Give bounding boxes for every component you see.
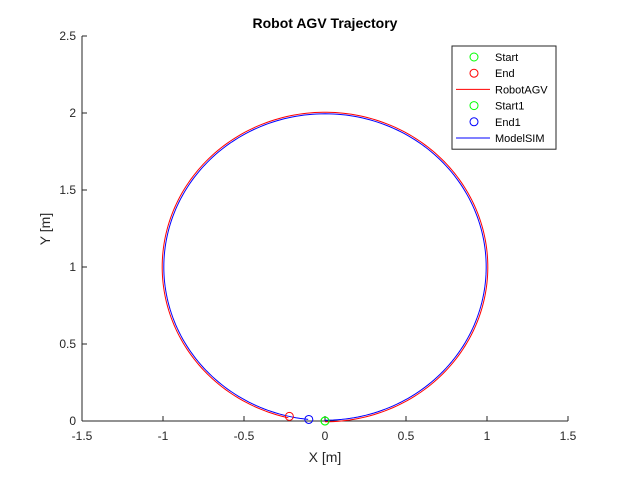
series-line-robotagv: [161, 111, 489, 423]
x-axis-label: X [m]: [309, 449, 342, 465]
legend-label-end1: End1: [495, 117, 521, 129]
marker-end1: [304, 414, 314, 424]
legend: Start End RobotAGV Start1 End1 ModelSIM: [451, 45, 557, 150]
marker-start1: [320, 416, 330, 426]
x-tick-label: -0.5: [234, 429, 255, 443]
y-tick-label: 1.5: [59, 183, 76, 197]
legend-label-modelsim: ModelSIM: [495, 133, 545, 145]
legend-label-robotagv: RobotAGV: [495, 84, 548, 96]
legend-box: [451, 45, 557, 150]
marker-end: [284, 411, 294, 421]
chart-title: Robot AGV Trajectory: [253, 15, 398, 31]
y-tick-label: 1: [69, 260, 76, 274]
legend-label-start: Start: [495, 52, 518, 64]
legend-marker-end1: [469, 117, 479, 127]
legend-label-start1: Start1: [495, 101, 524, 113]
y-axis-label: Y [m]: [37, 213, 53, 245]
x-tick-label: 0.5: [398, 429, 415, 443]
legend-label-end: End: [495, 68, 515, 80]
legend-marker-end: [469, 68, 479, 78]
y-tick-label: 2: [69, 106, 76, 120]
legend-marker-start: [469, 52, 479, 62]
y-tick-label: 0.5: [59, 337, 76, 351]
x-tick-label: -1.5: [72, 429, 93, 443]
x-tick-label: -1: [158, 429, 169, 443]
plot-area: -1.5 -1 -0.5 0 0.5 1 1.5 0 0.5 1 1.5 2 2.5: [59, 29, 576, 443]
y-tick-label: 0: [69, 414, 76, 428]
x-tick-label: 1: [484, 429, 491, 443]
y-tick-label: 2.5: [59, 29, 76, 43]
x-tick-label: 0: [322, 429, 329, 443]
series-line-modelsim: [163, 113, 487, 421]
legend-marker-start1: [469, 101, 479, 111]
x-tick-label: 1.5: [560, 429, 577, 443]
